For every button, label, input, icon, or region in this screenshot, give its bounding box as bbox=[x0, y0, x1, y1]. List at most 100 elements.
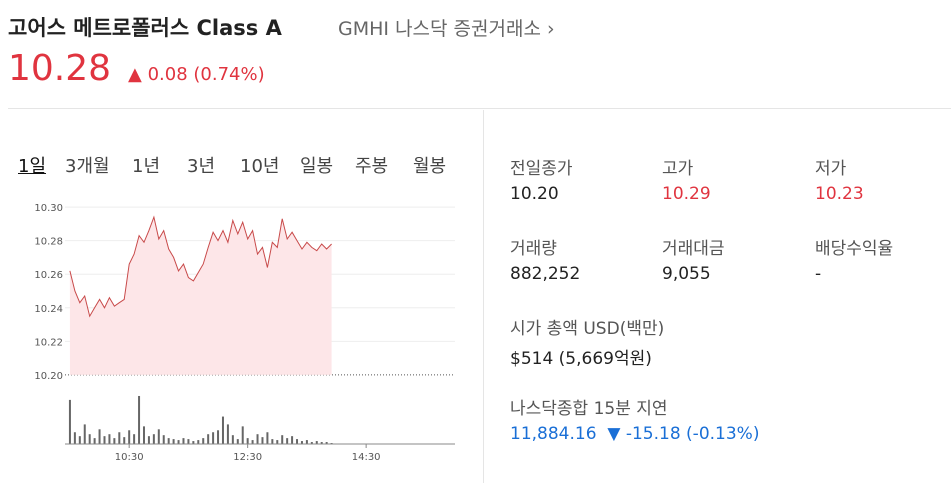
stat-label: 전일종가 bbox=[510, 159, 573, 179]
volume-bar bbox=[138, 395, 141, 444]
volume-bar bbox=[320, 442, 323, 444]
ticker-exchange[interactable]: GMHI 나스닥 증권거래소 › bbox=[338, 18, 555, 40]
volume-bar bbox=[167, 438, 170, 444]
volume-bar bbox=[271, 439, 274, 444]
stat-value: 10.20 bbox=[510, 184, 559, 204]
price-line bbox=[69, 215, 332, 318]
tab[interactable]: 1일 bbox=[18, 156, 47, 177]
volume-bar bbox=[113, 438, 116, 444]
stat-label: 거래량 bbox=[510, 239, 557, 259]
volume-bar bbox=[197, 440, 200, 444]
x-tick-label: 14:30 bbox=[352, 452, 381, 463]
volume-bar bbox=[207, 434, 210, 444]
tab[interactable]: 3년 bbox=[187, 156, 216, 177]
volume-bar bbox=[261, 437, 264, 444]
y-tick-label: 10.30 bbox=[34, 203, 63, 214]
tab[interactable]: 주봉 bbox=[355, 156, 389, 177]
volume-bar bbox=[325, 442, 328, 444]
volume-bar bbox=[128, 430, 131, 444]
y-tick-label: 10.24 bbox=[34, 304, 63, 315]
volume-bar bbox=[93, 438, 96, 444]
divider bbox=[483, 110, 484, 483]
volume-bar bbox=[73, 432, 76, 444]
tab[interactable]: 월봉 bbox=[413, 156, 447, 177]
volume-bar bbox=[286, 438, 289, 444]
stat-value: - bbox=[815, 264, 822, 284]
tab[interactable]: 일봉 bbox=[300, 156, 334, 177]
volume-bar bbox=[231, 435, 234, 444]
stat-label: 거래대금 bbox=[662, 239, 725, 259]
divider bbox=[8, 108, 951, 109]
volume-bar bbox=[212, 432, 215, 444]
down-icon: ▼ bbox=[607, 424, 621, 444]
volume-bar bbox=[217, 430, 220, 444]
index-change-percent: (-0.13%) bbox=[686, 424, 760, 444]
y-tick-label: 10.26 bbox=[34, 270, 63, 281]
volume-bar bbox=[300, 441, 303, 444]
tab[interactable]: 3개월 bbox=[65, 156, 110, 177]
tab[interactable]: 1년 bbox=[132, 156, 161, 177]
stat-value: 10.29 bbox=[662, 184, 711, 204]
volume-bar bbox=[98, 429, 101, 444]
area-fill bbox=[69, 217, 332, 375]
volume-bar bbox=[142, 426, 145, 444]
volume-bar bbox=[315, 441, 318, 444]
volume-bar bbox=[123, 437, 126, 444]
volume-bar bbox=[246, 438, 249, 444]
stock-name: 고어스 메트로폴러스 Class A bbox=[8, 16, 282, 40]
index-name: 나스닥종합 15분 지연 bbox=[510, 399, 668, 419]
index-quote: 11,884.16 ▼ -15.18 (-0.13%) bbox=[510, 424, 759, 444]
y-tick-label: 10.28 bbox=[34, 237, 63, 248]
volume-bar bbox=[192, 441, 195, 444]
volume-bar bbox=[241, 426, 244, 444]
volume-bar bbox=[266, 432, 269, 444]
exchange: 나스닥 증권거래소 bbox=[395, 18, 541, 40]
volume-bar bbox=[68, 399, 71, 444]
volume-bar bbox=[177, 440, 180, 444]
y-tick-label: 10.22 bbox=[34, 337, 63, 348]
volume-bar bbox=[281, 435, 284, 444]
volume-bar bbox=[83, 424, 86, 444]
volume-bar bbox=[88, 434, 91, 444]
volume-bar bbox=[147, 436, 150, 444]
volume-bar bbox=[291, 436, 294, 444]
market-cap-label: 시가 총액 USD(백만) bbox=[510, 319, 665, 339]
market-cap-value: $514 (5,669억원) bbox=[510, 349, 652, 369]
volume-bar bbox=[310, 442, 313, 444]
volume-bar bbox=[133, 434, 136, 444]
index-value: 11,884.16 bbox=[510, 424, 597, 444]
volume-bar bbox=[221, 416, 224, 444]
volume-bar bbox=[103, 436, 106, 444]
volume-bar bbox=[256, 434, 259, 444]
volume-bar bbox=[251, 440, 254, 444]
volume-bar bbox=[187, 439, 190, 444]
volume-bar bbox=[202, 438, 205, 444]
stat-value: 9,055 bbox=[662, 264, 711, 284]
volume-bar bbox=[152, 434, 155, 444]
volume-bar bbox=[276, 440, 279, 444]
volume-bar bbox=[296, 439, 299, 444]
volume-bar bbox=[182, 438, 185, 444]
tab[interactable]: 10년 bbox=[240, 156, 280, 177]
volume-bar bbox=[108, 434, 111, 444]
x-tick-label: 12:30 bbox=[233, 452, 262, 463]
stat-value: 10.23 bbox=[815, 184, 864, 204]
volume-bar bbox=[226, 424, 229, 444]
change-value: 0.08 bbox=[147, 64, 188, 85]
index-change: -15.18 bbox=[625, 424, 681, 444]
stat-value: 882,252 bbox=[510, 264, 581, 284]
volume-bar bbox=[305, 440, 308, 444]
volume-bar bbox=[172, 439, 175, 444]
chart: 10.20 10.22 10.24 10.26 10.28 10.30 10:30 12:30… bbox=[34, 203, 455, 463]
volume-bar bbox=[157, 429, 160, 444]
stat-label: 배당수익율 bbox=[815, 239, 894, 259]
volume-bar bbox=[78, 436, 81, 444]
stat-label: 저가 bbox=[815, 159, 847, 179]
volume-bar bbox=[236, 439, 239, 444]
change-percent: (0.74%) bbox=[193, 64, 265, 85]
price: 10.28 bbox=[8, 48, 112, 89]
y-tick-label: 10.20 bbox=[34, 371, 63, 382]
stat-label: 고가 bbox=[662, 159, 694, 179]
x-tick-label: 10:30 bbox=[115, 452, 144, 463]
